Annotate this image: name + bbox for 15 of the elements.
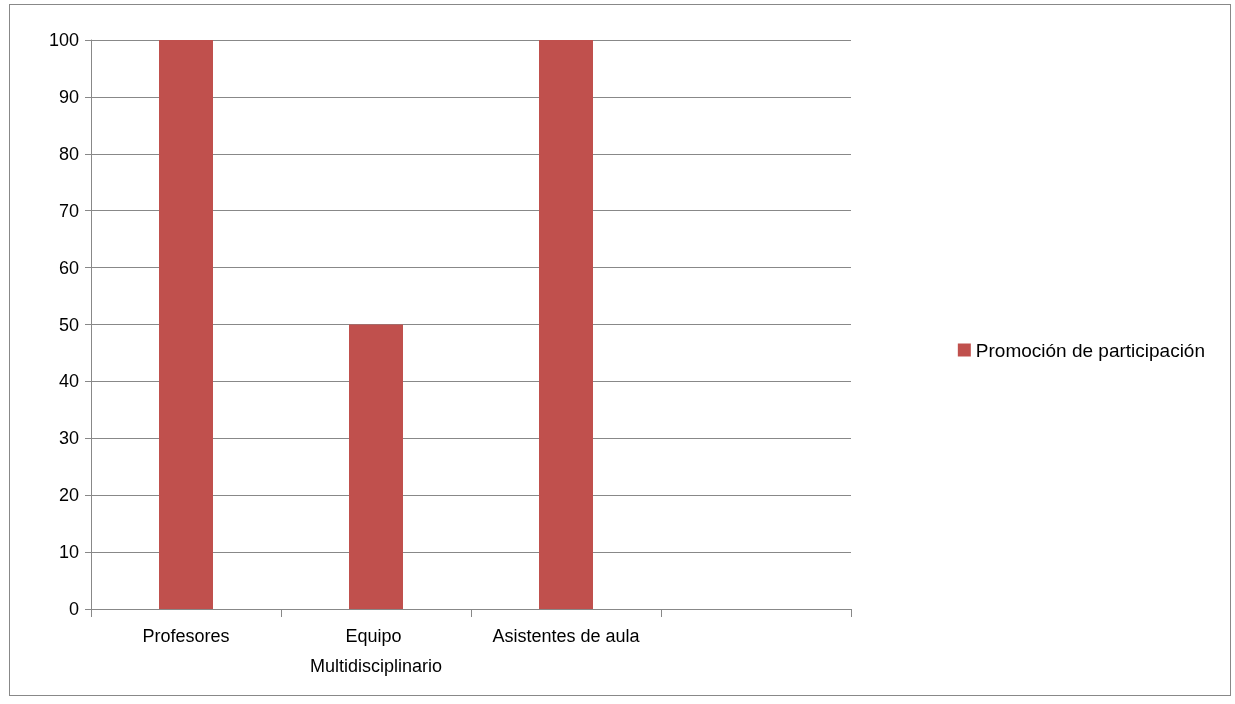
y-tick-label: 0 xyxy=(68,599,79,619)
y-tick-label: 90 xyxy=(58,86,79,107)
x-tick-label: Equipo Multidisciplinario xyxy=(309,626,443,676)
x-tick-label: Asistentes de aula xyxy=(492,626,641,646)
y-tick-label: 40 xyxy=(58,371,79,392)
y-tick-label: 30 xyxy=(58,428,79,449)
y-tick-label: 50 xyxy=(58,314,79,335)
x-tick-label: Profesores xyxy=(142,626,230,646)
y-tick-label: 60 xyxy=(58,257,79,278)
legend-label: Promoción de participación xyxy=(975,339,1206,361)
y-tick-label: 10 xyxy=(58,542,79,563)
y-tick-label: 100 xyxy=(48,30,79,50)
y-tick-label: 70 xyxy=(58,200,79,221)
y-tick-label: 20 xyxy=(58,485,79,506)
y-tick-label: 80 xyxy=(58,143,79,164)
